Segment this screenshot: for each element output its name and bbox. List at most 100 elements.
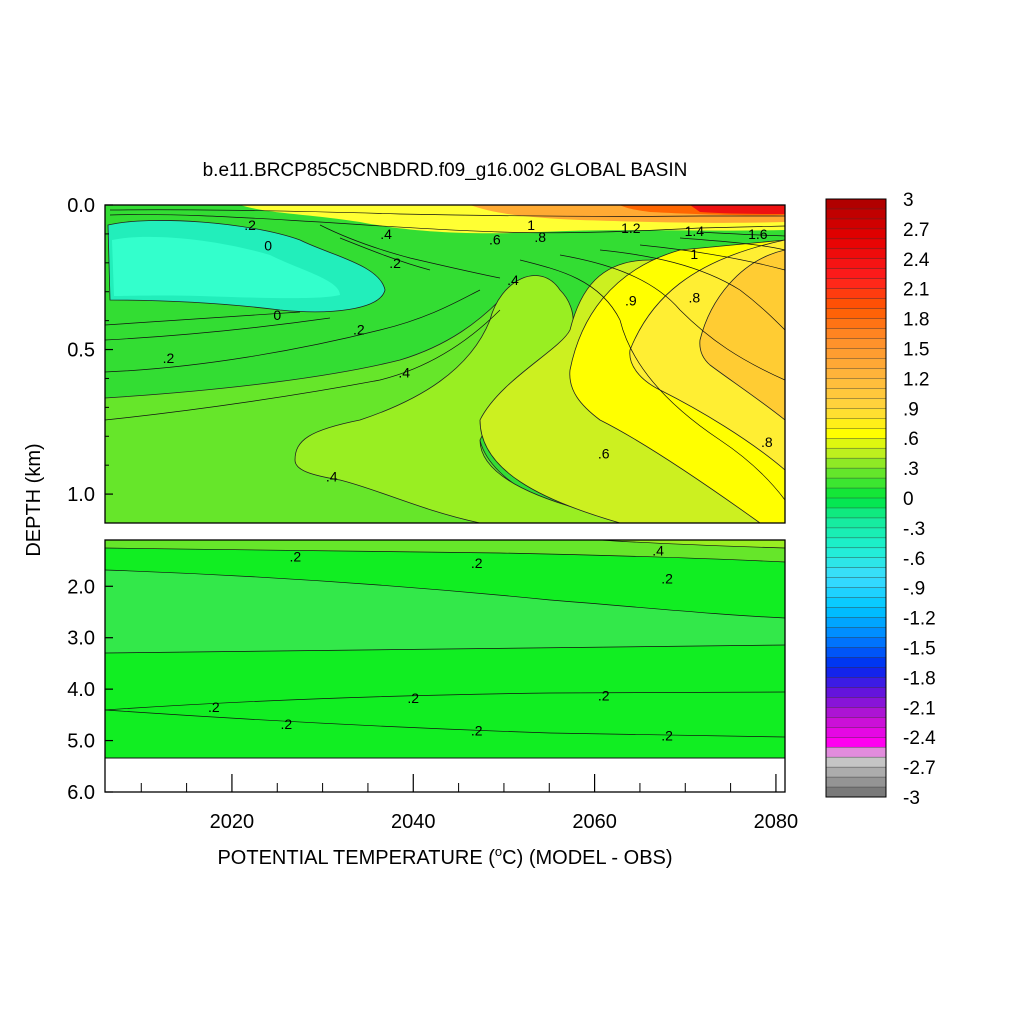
colorbar-label: -.3 xyxy=(903,519,925,540)
colorbar-box xyxy=(825,298,887,310)
contour-label: .8 xyxy=(534,229,546,245)
colorbar-box xyxy=(825,727,887,738)
contour-label: .4 xyxy=(652,542,664,558)
colorbar-label: -1.5 xyxy=(903,639,936,660)
colorbar-label: 1.2 xyxy=(903,369,929,390)
contour-label: .2 xyxy=(280,716,292,732)
colorbar-box xyxy=(825,198,887,210)
colorbar-label: 3 xyxy=(903,190,914,211)
contour-label: .2 xyxy=(661,727,673,743)
contour-label: .2 xyxy=(471,722,483,738)
lower-contour-labels: .2 .2 .4 .2 .2 .2 .2 .2 .2 .2 xyxy=(208,542,673,743)
colorbar-box xyxy=(825,587,887,599)
colorbar-label: -.6 xyxy=(903,549,925,570)
colorbar-label: -1.8 xyxy=(903,668,936,689)
colorbar-box xyxy=(825,607,887,619)
colorbar-box xyxy=(825,318,887,330)
colorbar-box xyxy=(825,398,887,409)
chart-title: b.e11.BRCP85C5CNBDRD.f09_g16.002 GLOBAL … xyxy=(203,160,688,181)
colorbar-box xyxy=(825,567,887,579)
colorbar-box xyxy=(825,487,887,499)
lower-y-axis: 2.0 3.0 4.0 5.0 6.0 xyxy=(67,576,113,804)
upper-panel: .20.4.2.61.8.40.2.2.41.2 1.4 1.61.9.8.8.6.… xyxy=(67,195,786,524)
contour-label: .2 xyxy=(661,571,673,587)
colorbar-box xyxy=(825,467,887,479)
colorbar-label: 2.4 xyxy=(903,250,930,271)
colorbar-box xyxy=(825,447,887,459)
upper-contour-field xyxy=(105,205,785,523)
colorbar-box xyxy=(825,328,887,340)
contour-fill-neg-2 xyxy=(112,236,340,299)
lower-contour-field xyxy=(105,540,785,792)
contour-label: .2 xyxy=(244,217,256,233)
colorbar-box xyxy=(825,776,887,788)
contour-label: .2 xyxy=(290,548,302,564)
colorbar-label: -3 xyxy=(903,788,920,809)
contour-label: .9 xyxy=(625,292,637,308)
contour-label: .8 xyxy=(761,434,773,450)
contour-label: .2 xyxy=(163,350,175,366)
colorbar-box xyxy=(825,786,887,798)
colorbar-label: 2.1 xyxy=(903,280,929,301)
contour-label: .4 xyxy=(507,272,519,288)
lower-y-tick-label: 5.0 xyxy=(67,731,95,753)
colorbar-box xyxy=(825,497,887,509)
lower-fill-04-top xyxy=(600,540,785,548)
colorbar-box xyxy=(825,737,887,748)
x-axis: 2020 2040 2060 2080 xyxy=(140,774,798,833)
colorbar-box xyxy=(825,477,887,489)
colorbar-box xyxy=(825,657,887,668)
colorbar-box xyxy=(825,627,887,639)
colorbar-label: 1.8 xyxy=(903,310,929,331)
colorbar-box xyxy=(825,697,887,708)
colorbar-label: .9 xyxy=(903,399,919,420)
colorbar-box xyxy=(825,238,887,250)
contour-label: .4 xyxy=(326,469,338,485)
colorbar-label: .3 xyxy=(903,459,919,480)
contour-fill-12 xyxy=(699,249,785,421)
colorbar-box xyxy=(825,557,887,569)
colorbar-box xyxy=(825,457,887,469)
colorbar-box xyxy=(825,647,887,658)
colorbar-label: .6 xyxy=(903,429,919,450)
colorbar-box xyxy=(825,637,887,648)
colorbar-box xyxy=(825,248,887,260)
contour-label: 1.6 xyxy=(748,226,768,242)
colorbar-label: -2.7 xyxy=(903,758,936,779)
colorbar-box xyxy=(825,208,887,220)
contour-label: 1.2 xyxy=(621,220,641,236)
contour-label: .2 xyxy=(407,690,419,706)
contour-label: .2 xyxy=(471,555,483,571)
contour-fill-surface-4 xyxy=(690,205,785,214)
lower-y-tick-label: 6.0 xyxy=(67,782,95,804)
contour-label: 1.4 xyxy=(685,223,705,239)
colorbar-box xyxy=(825,717,887,728)
colorbar-label: -2.1 xyxy=(903,698,936,719)
contour-label: .2 xyxy=(389,255,401,271)
colorbar-box xyxy=(825,228,887,240)
colorbar-box xyxy=(825,278,887,290)
colorbar-box xyxy=(825,418,887,429)
colorbar-box xyxy=(825,687,887,698)
contour-lines-lower xyxy=(105,540,785,738)
colorbar-box xyxy=(825,268,887,280)
contour-label: .8 xyxy=(688,290,700,306)
lower-fill-middle xyxy=(105,570,785,653)
colorbar-box xyxy=(825,378,887,389)
upper-y-axis: 0.0 0.5 1.0 xyxy=(67,195,113,524)
upper-contour-labels: .20.4.2.61.8.40.2.2.41.2 1.4 1.61.9.8.8.6.… xyxy=(163,217,773,485)
colorbar-label: 0 xyxy=(903,489,914,510)
colorbar-box xyxy=(825,308,887,320)
upper-y-tick-label: 0.0 xyxy=(67,195,95,217)
colorbar-box xyxy=(825,438,887,449)
colorbar-label: 2.7 xyxy=(903,220,929,241)
x-tick-label: 2060 xyxy=(572,811,617,833)
colorbar-box xyxy=(825,746,887,758)
upper-y-tick-label: 1.0 xyxy=(67,484,95,506)
colorbar: 3 2.7 2.4 2.1 1.8 1.5 1.2 .9 .6 .3 0 -.3 -.6 -.9 -1.2 -… xyxy=(825,190,936,809)
colorbar-label: 1.5 xyxy=(903,340,929,361)
colorbar-box xyxy=(825,388,887,399)
contour-label: 1 xyxy=(690,246,698,262)
colorbar-box xyxy=(825,368,887,379)
